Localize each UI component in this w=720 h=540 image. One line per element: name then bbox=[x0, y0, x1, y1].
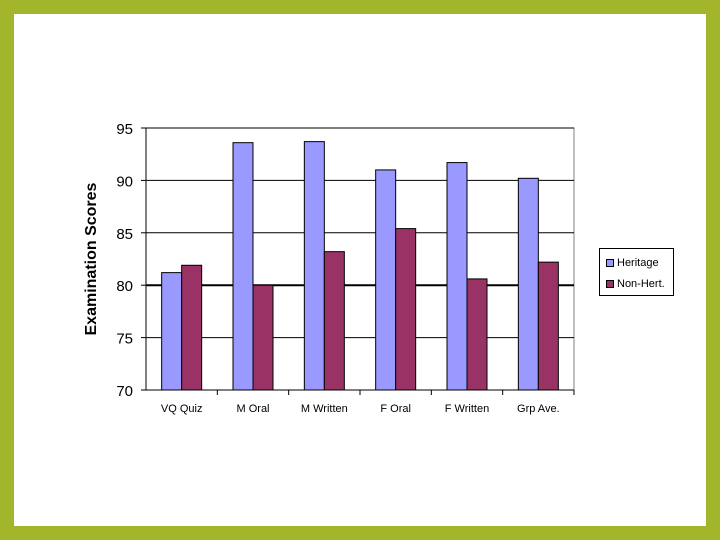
bar-non-hert-m-oral bbox=[252, 284, 274, 391]
x-tick-label: M Written bbox=[301, 403, 348, 415]
bar-heritage-f-written bbox=[446, 162, 468, 391]
x-tick-label: Grp Ave. bbox=[517, 403, 560, 415]
bar-chart: 70 75 80 85 90 95 Examination Scores VQ Quiz M O… bbox=[83, 121, 575, 415]
bar-non-hert-vq-quiz bbox=[181, 264, 203, 391]
legend-label-heritage: Heritage bbox=[617, 257, 659, 269]
bar-heritage-vq-quiz bbox=[161, 272, 183, 391]
x-tick-label: M Oral bbox=[237, 403, 270, 415]
legend-label-non-hert: Non-Hert. bbox=[617, 278, 665, 290]
y-tick-label: 90 bbox=[116, 173, 133, 190]
y-tick-label: 95 bbox=[116, 121, 133, 138]
bar-non-hert-m-written bbox=[323, 251, 345, 391]
y-tick-label: 85 bbox=[116, 226, 133, 243]
y-tick-label: 70 bbox=[116, 383, 133, 400]
bar-non-hert-f-written bbox=[466, 278, 488, 391]
bar-non-hert-f-oral bbox=[395, 228, 417, 391]
y-tick-label: 80 bbox=[116, 278, 133, 295]
bar-heritage-m-written bbox=[303, 141, 325, 391]
bar-heritage-grp-ave bbox=[517, 177, 539, 391]
y-axis-label: Examination Scores bbox=[83, 182, 100, 335]
bar-heritage-m-oral bbox=[232, 142, 254, 391]
bar-heritage-f-oral bbox=[375, 169, 397, 391]
bar-non-hert-grp-ave bbox=[537, 261, 559, 391]
legend-swatch-non-hert bbox=[606, 280, 614, 288]
x-tick-label: VQ Quiz bbox=[161, 403, 203, 415]
x-tick-label: F Written bbox=[445, 403, 489, 415]
y-tick-label: 75 bbox=[116, 331, 133, 348]
x-tick-label: F Oral bbox=[380, 403, 411, 415]
legend-swatch-heritage bbox=[606, 259, 614, 267]
plot-area bbox=[145, 127, 575, 391]
legend: Heritage Non-Hert. bbox=[599, 248, 674, 296]
slide: 70 75 80 85 90 95 Examination Scores VQ Quiz M O… bbox=[14, 14, 706, 526]
